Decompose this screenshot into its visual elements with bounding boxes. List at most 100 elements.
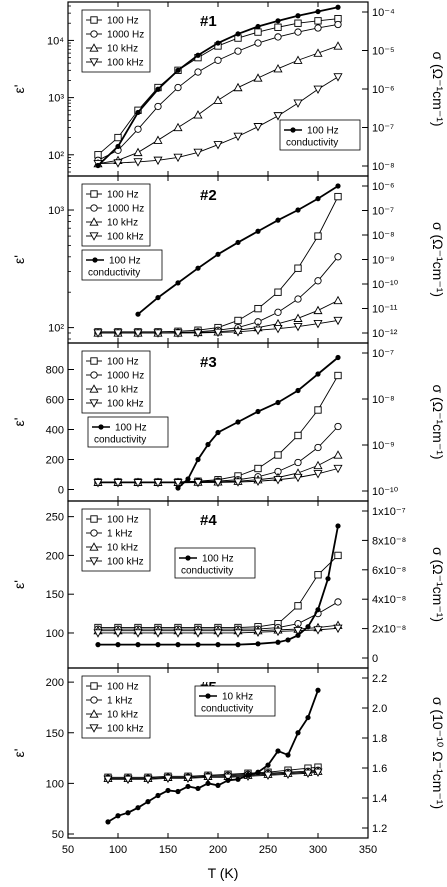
legend-entry: 100 kHz [107, 724, 144, 735]
data-point [274, 288, 282, 296]
legend-entry: 100 Hz [107, 16, 139, 27]
conductivity-point [215, 251, 221, 257]
data-point [213, 328, 223, 338]
data-point [254, 39, 262, 47]
series-4 [93, 316, 343, 338]
y-right-tick-label: 10⁻⁵ [372, 46, 395, 58]
panel-label: #1 [200, 13, 217, 30]
x-tick-label: 150 [159, 844, 177, 856]
conductivity-point [295, 387, 301, 394]
series-line [108, 770, 319, 779]
conductivity-point [275, 217, 281, 223]
conductivity-point [275, 639, 281, 645]
data-point [113, 629, 123, 638]
data-point [233, 629, 243, 638]
data-point [254, 464, 262, 473]
data-point [314, 232, 322, 240]
data-point [314, 17, 322, 25]
data-point [153, 479, 163, 488]
conductivity-legend-name: 100 Hz [109, 256, 141, 267]
legend-marker [90, 204, 98, 212]
data-point [314, 571, 322, 579]
conductivity-point [195, 456, 201, 463]
data-point [273, 476, 283, 485]
data-point [314, 24, 322, 32]
plot-area [93, 4, 343, 169]
conductivity-legend-name: 100 Hz [202, 554, 234, 565]
legend-marker [90, 30, 98, 38]
conductivity-point [195, 265, 201, 271]
data-point [313, 85, 323, 94]
data-point [103, 775, 113, 785]
data-point [333, 73, 343, 82]
y-right-tick-label: 4x10⁻⁸ [372, 594, 406, 606]
data-point [183, 774, 193, 784]
y-right-tick-label: 8x10⁻⁸ [372, 535, 406, 547]
y-left-axis-label: ε' [11, 85, 27, 94]
data-point [213, 629, 223, 638]
conductivity-point [215, 40, 221, 46]
data-point [294, 264, 302, 272]
data-point [333, 624, 343, 634]
legend-entry: 100 Hz [107, 357, 139, 368]
conductivity-line [137, 185, 339, 315]
conductivity-point [295, 13, 301, 19]
y-left-tick-label: 10³ [48, 93, 64, 105]
y-right-tick-label: 10⁻¹¹ [372, 304, 398, 316]
data-point [234, 47, 242, 55]
data-point [193, 110, 203, 119]
legend-entry: 10 kHz [107, 385, 138, 396]
legend-entry: 100 kHz [107, 557, 144, 568]
data-point [313, 626, 323, 635]
data-point [213, 478, 223, 488]
y-left-tick-label: 10³ [48, 205, 64, 217]
plot-area [103, 687, 323, 825]
y-left-tick-label: 150 [46, 728, 64, 740]
y-right-tick-label: 10⁻⁸ [372, 230, 395, 242]
conductivity-legend-note: conductivity [94, 435, 146, 446]
y-right-tick-label: 2.2 [372, 673, 387, 685]
data-point [133, 329, 143, 338]
data-point [293, 55, 303, 64]
legend-entry: 10 kHz [107, 543, 138, 554]
data-point [313, 48, 323, 57]
data-point [254, 28, 262, 36]
conductivity-point [215, 429, 221, 436]
series-3 [93, 41, 343, 168]
legend-entry: 100 Hz [107, 515, 139, 526]
series-line [108, 771, 319, 780]
y-right-tick-label: 10⁻⁹ [372, 255, 395, 267]
data-point [113, 159, 123, 168]
data-point [293, 322, 303, 332]
data-point [213, 141, 223, 150]
panel-label: #4 [200, 512, 217, 529]
legend-entry: 1000 Hz [107, 30, 144, 41]
data-point [314, 443, 322, 452]
y-right-tick-label: 10⁻¹⁰ [372, 279, 399, 291]
shared-x-axis: 50 100 150 200 250 300 350 [62, 844, 377, 856]
data-point [113, 329, 123, 338]
data-point [113, 479, 123, 488]
y-left-tick-label: 10⁴ [47, 35, 64, 47]
data-point [234, 316, 242, 325]
x-tick-label: 300 [309, 844, 327, 856]
conductivity-point [255, 228, 261, 234]
y-right-tick-label: 2.0 [372, 703, 387, 715]
data-point [203, 773, 213, 783]
conductivity-point [275, 18, 281, 24]
y-left-tick-label: 10² [48, 150, 64, 162]
legend: 100 Hz 1000 Hz 10 kHz 100 kHz [81, 9, 151, 73]
data-point [193, 329, 203, 338]
series-4 [93, 73, 343, 169]
x-tick-label: 100 [109, 844, 127, 856]
conductivity-point [205, 441, 211, 448]
y-right-tick-label: 10⁻⁷ [372, 348, 394, 360]
conductivity-series [95, 523, 341, 648]
y-left-axis-label: ε' [11, 255, 27, 264]
y-left-tick-label: 10² [48, 323, 64, 335]
x-tick-label: 250 [259, 844, 277, 856]
conductivity-point [275, 399, 281, 406]
data-point [334, 192, 342, 201]
data-point [273, 63, 283, 73]
